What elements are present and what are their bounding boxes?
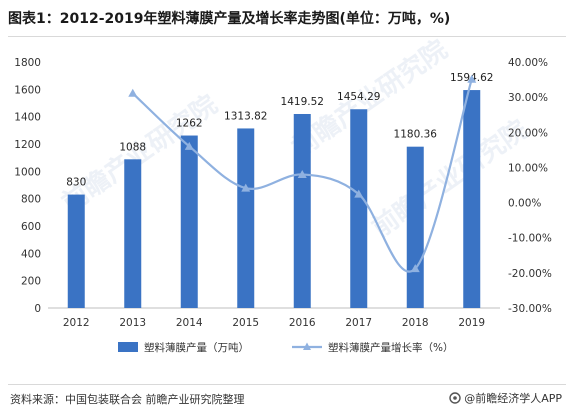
- y2-tick-label: 20.00%: [508, 127, 548, 139]
- bar: [293, 113, 311, 308]
- y2-tick-label: -10.00%: [508, 233, 552, 245]
- bar-value-label: 1262: [176, 118, 203, 130]
- legend-line-label: 塑料薄膜产量增长率（%）: [328, 341, 453, 354]
- bar: [350, 109, 368, 308]
- x-tick-label: 2014: [176, 317, 203, 329]
- chart-title: 图表1：2012-2019年塑料薄膜产量及增长率走势图(单位：万吨，%): [8, 11, 451, 27]
- brand-logo-icon: [449, 392, 461, 404]
- y2-tick-label: 30.00%: [508, 92, 548, 104]
- y2-tick-label: 10.00%: [508, 162, 548, 174]
- legend-bar-swatch: [118, 342, 138, 352]
- y2-tick-label: 40.00%: [508, 57, 548, 69]
- x-tick-label: 2015: [232, 317, 259, 329]
- source-note: 资料来源：中国包装联合会 前瞻产业研究院整理: [10, 393, 245, 406]
- credit: @前瞻经济学人APP: [449, 390, 562, 406]
- bar: [67, 194, 85, 308]
- legend-bar-label: 塑料薄膜产量（万吨）: [144, 341, 249, 354]
- footer-divider: [8, 384, 566, 385]
- bar-series: [67, 90, 481, 308]
- growth-rate-marker: [297, 169, 307, 178]
- bar: [124, 159, 142, 308]
- line-series: [128, 74, 477, 273]
- x-tick-label: 2013: [119, 317, 146, 329]
- growth-rate-marker: [354, 189, 364, 198]
- growth-rate-marker: [241, 183, 251, 192]
- y-tick-label: 600: [21, 221, 41, 233]
- title-divider: [8, 36, 566, 37]
- bar-value-label: 1419.52: [281, 96, 324, 108]
- y-tick-label: 1200: [14, 139, 41, 151]
- x-tick-label: 2017: [345, 317, 372, 329]
- bar-value-label: 1313.82: [224, 110, 267, 122]
- y-tick-label: 1400: [14, 112, 41, 124]
- y2-tick-label: -20.00%: [508, 268, 552, 280]
- bar: [463, 90, 481, 308]
- bar-value-label: 830: [66, 177, 86, 189]
- x-axis: 2012 2013 2014 2015 2016 2017 2018 2019: [48, 307, 500, 329]
- x-tick-label: 2019: [458, 317, 485, 329]
- x-tick-label: 2018: [402, 317, 429, 329]
- growth-rate-marker: [184, 141, 194, 150]
- y-tick-label: 1000: [14, 166, 41, 178]
- y2-tick-label: 0.00%: [508, 198, 541, 210]
- legend-line-marker: [303, 342, 311, 350]
- y-tick-label: 1800: [14, 57, 41, 69]
- y-axis-left: 0 200 400 600 800 1000 1200 1400 1600 1800: [14, 57, 41, 315]
- legend: 塑料薄膜产量（万吨） 塑料薄膜产量增长率（%）: [118, 341, 453, 354]
- bar: [180, 135, 198, 308]
- y-axis-right: -30.00% -20.00% -10.00% 0.00% 10.00% 20.00% 30…: [508, 57, 552, 315]
- credit-text: @前瞻经济学人APP: [464, 392, 562, 405]
- y-tick-label: 1600: [14, 84, 41, 96]
- bar-value-label: 1180.36: [394, 129, 438, 141]
- x-tick-label: 2012: [63, 317, 90, 329]
- y-tick-label: 800: [21, 194, 41, 206]
- y-tick-label: 0: [34, 303, 41, 315]
- bar-value-label: 1088: [119, 141, 146, 153]
- bar-value-label: 1454.29: [337, 91, 380, 103]
- growth-rate-marker: [128, 88, 138, 97]
- growth-rate-marker: [467, 74, 477, 83]
- y-tick-label: 400: [21, 248, 41, 260]
- bar: [237, 128, 255, 308]
- y-tick-label: 200: [21, 276, 41, 288]
- x-tick-label: 2016: [289, 317, 316, 329]
- growth-rate-marker: [410, 264, 420, 273]
- bar: [406, 146, 424, 308]
- y2-tick-label: -30.00%: [508, 303, 552, 315]
